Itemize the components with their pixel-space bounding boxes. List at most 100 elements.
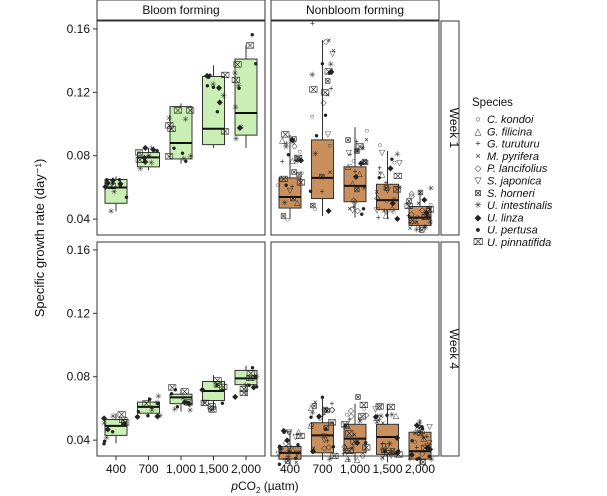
data-point: ● [214,381,219,390]
y-tick-label: 0.04 [67,212,91,226]
data-point: △ [393,411,400,420]
data-point: ✳ [201,399,208,408]
data-point: ✳ [146,151,153,160]
legend-entry: ✳ U. intestinalis [474,200,553,212]
data-point: ✳ [148,159,155,168]
data-point: ✳ [111,188,118,197]
data-point: ✳ [180,394,187,403]
data-point: ✳ [309,408,316,417]
legend-entry: ◆ U. linza [475,212,524,224]
data-point: ○ [276,180,281,189]
data-point: ◆ [181,398,188,407]
data-point: ⊠ [284,456,291,465]
data-point: ✳ [326,455,333,464]
data-point: ▽ [372,405,379,414]
data-point: ◆ [421,195,428,204]
data-point: ○ [415,221,420,230]
data-point: ⌧ [350,437,359,446]
x-tick-label: 1,500 [372,462,402,476]
data-point: ⌧ [239,385,248,394]
data-point: △ [308,421,315,430]
data-point: ● [111,179,116,188]
data-point: ◇ [363,410,370,419]
data-point: ✳ [171,405,178,414]
x-tick-label: 400 [106,462,126,476]
legend-entry: ⊠ S. horneri [474,188,535,200]
data-point: ▽ [385,186,392,195]
legend-marker: ○ [475,114,480,124]
data-point: ◇ [320,98,327,107]
data-point: ▽ [381,442,388,451]
data-point: ✳ [285,452,292,461]
data-point: ◇ [317,413,324,422]
data-point: ● [425,211,430,220]
data-point: ⌧ [359,401,368,410]
data-point: ◆ [358,159,365,168]
data-point: ⊠ [318,172,325,181]
data-point: ● [208,71,213,80]
data-point: ○ [392,158,397,167]
data-point: ⌧ [142,400,151,409]
data-point: ◆ [251,382,258,391]
x-tick-label: 700 [138,462,158,476]
data-point: ✳ [420,433,427,442]
legend-entry: ▽ S. japonica [475,176,542,188]
data-point: + [354,137,359,146]
legend-label: U. intestinalis [487,200,553,212]
data-point: × [347,205,352,214]
data-point: ✳ [154,399,161,408]
data-point: ✳ [283,143,290,152]
data-point: ◆ [142,143,149,152]
data-point: ● [180,148,185,157]
y-tick-label: 0.08 [67,370,91,384]
data-point: ● [427,451,432,460]
data-point: ● [361,204,366,213]
data-point: ✳ [361,183,368,192]
data-point: ◇ [323,37,330,46]
data-point: ✳ [381,207,388,216]
data-point: ⊠ [296,170,303,179]
data-point: ⌧ [309,85,318,94]
data-point: ◆ [394,433,401,442]
box [408,431,432,460]
data-point: ✳ [103,434,110,443]
data-point: ⌧ [107,182,116,191]
data-point: ⌧ [167,125,176,134]
data-point: △ [419,425,426,434]
data-point: + [384,178,389,187]
data-point: ▽ [286,427,293,436]
data-point: ⌧ [246,369,255,378]
data-point: ○ [292,443,297,452]
data-point: ▽ [427,422,434,431]
panel-week1-bloom [96,20,266,236]
data-point: ◆ [281,426,288,435]
data-point: + [351,203,356,212]
data-point: ✳ [187,152,194,161]
data-point: ⊠ [291,167,298,176]
data-point: ◇ [283,438,290,447]
data-point: ⊠ [291,134,298,143]
data-point: △ [295,427,302,436]
data-point: ⊠ [417,188,424,197]
data-point: △ [383,211,390,220]
data-point: △ [308,403,315,412]
legend-marker: ▽ [475,176,482,186]
data-point: ✳ [356,417,363,426]
data-point: ● [183,157,188,166]
data-point: ● [155,146,160,155]
data-point: ◆ [354,438,361,447]
data-point: ▽ [276,449,283,458]
data-point: ◆ [353,172,360,181]
legend-entry: + G. turuturu [475,139,539,151]
data-point: ◇ [321,443,328,452]
data-point: ● [377,173,382,182]
legend-label: U. pertusa [487,225,538,237]
data-point: ○ [287,427,292,436]
data-point: ◇ [308,420,315,429]
data-point: ● [110,427,115,436]
data-point: ● [420,422,425,431]
data-point: + [290,182,295,191]
data-point: ● [206,73,211,82]
data-point: ◇ [321,406,328,415]
data-point: ⌧ [294,154,303,163]
